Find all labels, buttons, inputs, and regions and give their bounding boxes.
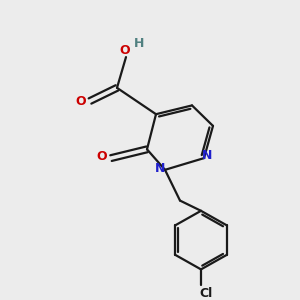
Text: O: O (75, 94, 86, 107)
Text: H: H (134, 38, 144, 50)
Text: N: N (202, 149, 212, 162)
Text: O: O (96, 150, 107, 163)
Text: N: N (154, 162, 165, 175)
Text: Cl: Cl (199, 287, 212, 300)
Text: O: O (119, 44, 130, 57)
